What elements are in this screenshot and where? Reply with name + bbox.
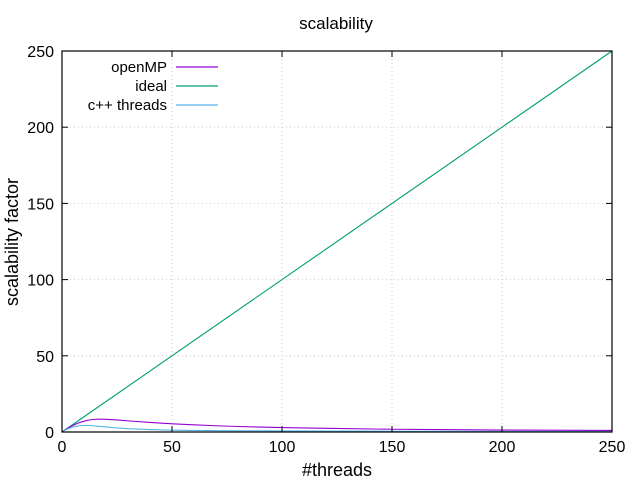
- x-tick-label: 100: [269, 439, 296, 456]
- x-tick-label: 0: [58, 439, 67, 456]
- series-line-ideal: [61, 50, 613, 433]
- series-line-openmp: [63, 418, 613, 432]
- legend-label-ideal: ideal: [135, 78, 167, 95]
- x-axis-title: #threads: [302, 460, 372, 480]
- legend-label-openmp: openMP: [111, 59, 167, 76]
- plot-frame: [61, 50, 613, 433]
- legend: openMP ideal c++ threads: [88, 59, 218, 114]
- axis-ticks: 0 50 100 150 200 250 0 50 100 150 200 250: [27, 44, 625, 456]
- chart-title: scalability: [299, 14, 373, 33]
- y-axis-title: scalability factor: [2, 178, 22, 306]
- x-tick-label: 250: [599, 439, 626, 456]
- y-tick-label: 150: [27, 196, 54, 213]
- x-tick-label: 200: [489, 439, 516, 456]
- legend-label-c-threads: c++ threads: [88, 97, 167, 114]
- series-line-c-threads: [63, 424, 613, 433]
- y-tick-label: 0: [45, 425, 54, 442]
- y-tick-label: 200: [27, 120, 54, 137]
- y-tick-label: 50: [36, 349, 54, 366]
- x-tick-label: 50: [163, 439, 181, 456]
- y-tick-label: 100: [27, 273, 54, 290]
- x-tick-label: 150: [379, 439, 406, 456]
- y-tick-label: 250: [27, 44, 54, 61]
